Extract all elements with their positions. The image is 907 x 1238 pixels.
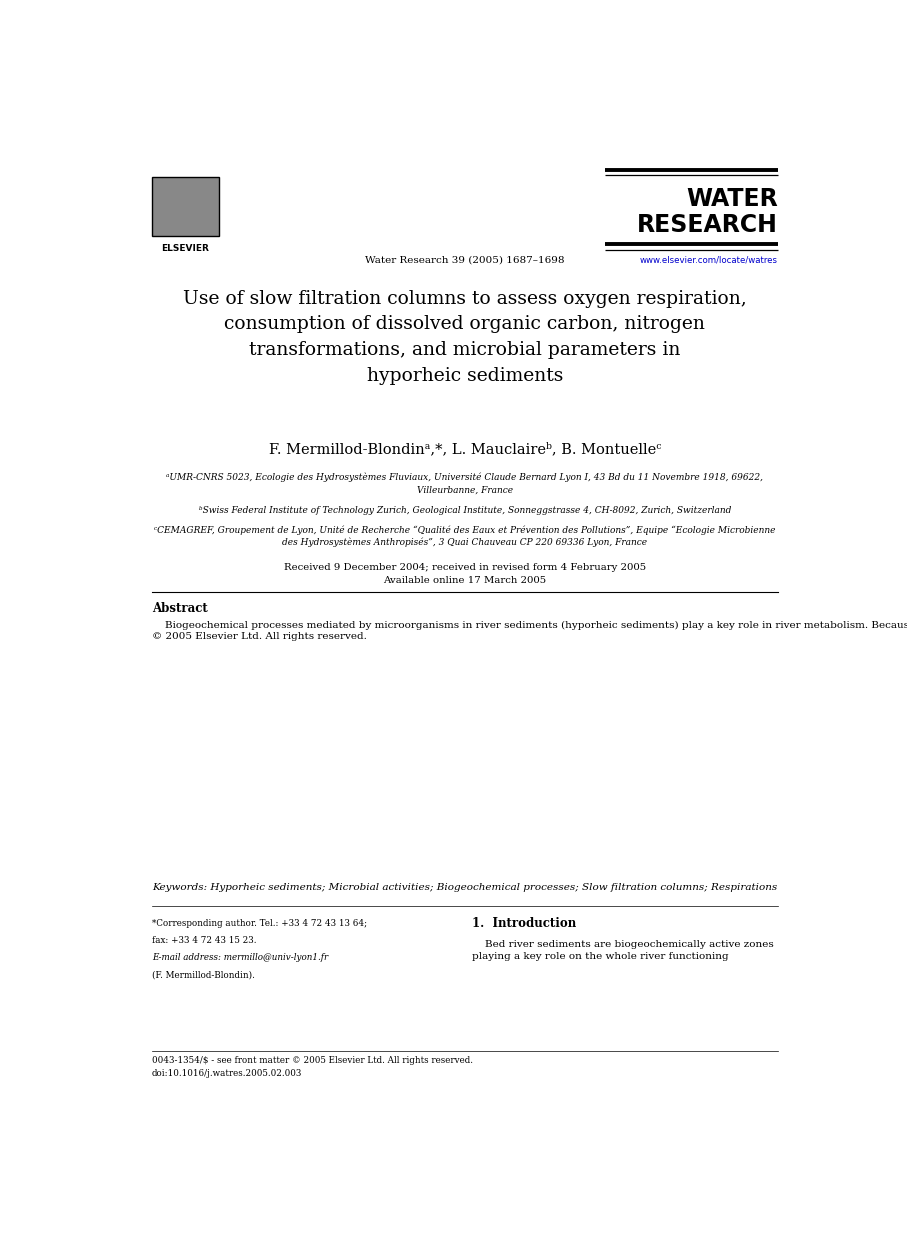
Text: 1.  Introduction: 1. Introduction [472, 917, 576, 930]
FancyBboxPatch shape [152, 177, 219, 236]
Text: Water Research 39 (2005) 1687–1698: Water Research 39 (2005) 1687–1698 [366, 255, 564, 265]
Text: Keywords: Hyporheic sediments; Microbial activities; Biogeochemical processes; S: Keywords: Hyporheic sediments; Microbial… [152, 883, 777, 891]
Text: ᵃUMR-CNRS 5023, Ecologie des Hydrosystèmes Fluviaux, Université Claude Bernard L: ᵃUMR-CNRS 5023, Ecologie des Hydrosystèm… [166, 473, 764, 494]
Text: Abstract: Abstract [152, 603, 208, 615]
Text: E-mail address: mermillo@univ-lyon1.fr: E-mail address: mermillo@univ-lyon1.fr [152, 953, 328, 962]
Text: (F. Mermillod-Blondin).: (F. Mermillod-Blondin). [152, 971, 255, 979]
Text: F. Mermillod-Blondinᵃ,*, L. Mauclaireᵇ, B. Montuelleᶜ: F. Mermillod-Blondinᵃ,*, L. Mauclaireᵇ, … [268, 442, 661, 456]
Text: Received 9 December 2004; received in revised form 4 February 2005
Available onl: Received 9 December 2004; received in re… [284, 563, 646, 584]
Text: Use of slow filtration columns to assess oxygen respiration,
consumption of diss: Use of slow filtration columns to assess… [183, 290, 746, 385]
Text: ELSEVIER: ELSEVIER [161, 244, 210, 253]
Text: ᶜCEMAGREF, Groupement de Lyon, Unité de Recherche “Qualité des Eaux et Préventio: ᶜCEMAGREF, Groupement de Lyon, Unité de … [154, 525, 775, 547]
Text: Bed river sediments are biogeochemically active zones
playing a key role on the : Bed river sediments are biogeochemically… [472, 940, 774, 961]
Text: fax: +33 4 72 43 15 23.: fax: +33 4 72 43 15 23. [152, 936, 257, 945]
Text: Biogeochemical processes mediated by microorganisms in river sediments (hyporhei: Biogeochemical processes mediated by mic… [152, 620, 907, 641]
Text: www.elsevier.com/locate/watres: www.elsevier.com/locate/watres [639, 255, 777, 265]
Text: 0043-1354/$ - see front matter © 2005 Elsevier Ltd. All rights reserved.
doi:10.: 0043-1354/$ - see front matter © 2005 El… [152, 1056, 473, 1077]
Text: RESEARCH: RESEARCH [637, 213, 777, 238]
Text: ᵇSwiss Federal Institute of Technology Zurich, Geological Institute, Sonneggstra: ᵇSwiss Federal Institute of Technology Z… [199, 506, 731, 515]
Text: *Corresponding author. Tel.: +33 4 72 43 13 64;: *Corresponding author. Tel.: +33 4 72 43… [152, 919, 367, 927]
Text: WATER: WATER [686, 187, 777, 210]
